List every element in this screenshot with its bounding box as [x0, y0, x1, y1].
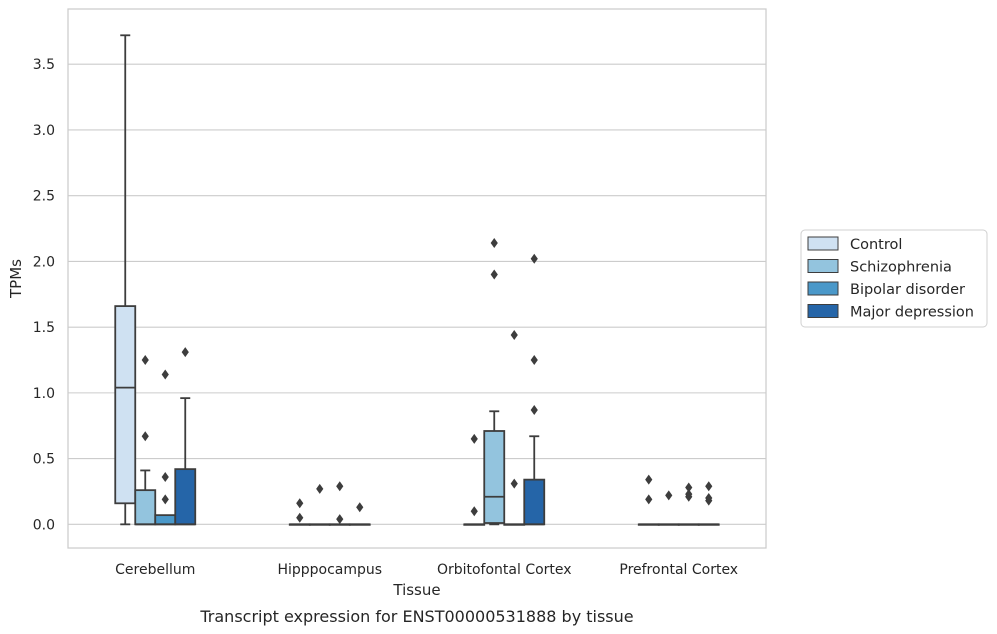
outlier-point — [490, 238, 498, 249]
outlier-point — [161, 472, 169, 483]
legend-label: Schizophrenia — [850, 260, 952, 276]
legend-item: Bipolar disorder — [807, 281, 965, 298]
outlier-point — [685, 482, 693, 493]
outlier-point — [490, 269, 498, 280]
y-tick-label: 0.5 — [33, 452, 55, 468]
box-1-1 — [308, 483, 331, 526]
box-1-0 — [288, 498, 311, 526]
outlier-point — [705, 481, 713, 492]
y-tick-label: 1.5 — [33, 320, 55, 336]
outlier-point — [336, 481, 344, 492]
y-tick-label: 2.0 — [33, 254, 55, 270]
outlier-point — [530, 355, 538, 366]
y-tick-label: 3.5 — [33, 57, 55, 73]
box-body — [114, 305, 137, 505]
box-body — [134, 489, 157, 526]
legend-label: Control — [850, 237, 902, 253]
outlier-point — [141, 431, 149, 442]
box-body — [174, 468, 197, 526]
outlier-point — [510, 330, 518, 341]
outlier-point — [530, 404, 538, 415]
outlier-point — [470, 433, 478, 444]
outlier-point — [645, 474, 653, 485]
outlier-point — [161, 494, 169, 505]
x-axis-label: Tissue — [392, 581, 440, 599]
legend-swatch — [807, 281, 839, 296]
outlier-point — [141, 355, 149, 366]
box-0-3 — [174, 347, 197, 526]
plot-area — [68, 9, 766, 548]
legend-label: Major depression — [850, 305, 974, 321]
figure-caption: Transcript expression for ENST0000053188… — [199, 607, 633, 626]
legend-swatch — [807, 304, 839, 318]
outlier-point — [470, 506, 478, 517]
outlier-point — [665, 490, 673, 501]
y-axis-label: TPMs — [7, 259, 25, 299]
y-tick-label: 0.0 — [33, 517, 55, 533]
box-body — [523, 478, 546, 526]
gridlines — [68, 63, 766, 525]
y-tick-labels: 0.0 0.5 1.0 1.5 2.0 2.5 3.0 3.5 — [33, 57, 55, 533]
outlier-point — [685, 489, 693, 500]
legend-swatch — [807, 259, 839, 273]
x-tick-label: Orbitofontal Cortex — [437, 562, 572, 578]
x-tick-label: Prefrontal Cortex — [619, 562, 738, 578]
x-tick-label: Hipppocampus — [277, 562, 382, 578]
legend-item: Major depression — [807, 304, 974, 321]
outlier-point — [705, 493, 713, 504]
legend-item: Control — [807, 236, 902, 253]
plot-frame — [67, 8, 767, 549]
box-0-1 — [134, 355, 157, 526]
outlier-point — [181, 347, 189, 358]
outlier-point — [530, 253, 538, 264]
outlier-point — [356, 502, 364, 513]
outlier-point — [161, 369, 169, 380]
y-tick-label: 1.0 — [33, 386, 55, 402]
box-2-3 — [523, 253, 546, 526]
box-3-3 — [697, 481, 720, 526]
boxes-layer — [114, 34, 720, 526]
legend-frame — [800, 229, 988, 328]
legend-item: Schizophrenia — [807, 259, 952, 276]
outlier-point — [316, 483, 324, 494]
x-tick-label: Cerebellum — [115, 562, 195, 578]
legend-label: Bipolar disorder — [850, 282, 965, 298]
box-2-0 — [463, 433, 486, 526]
outlier-point — [296, 498, 304, 509]
outlier-point — [645, 494, 653, 505]
box-body — [483, 430, 506, 524]
box-2-1 — [483, 238, 506, 526]
box-body — [154, 514, 177, 526]
box-1-3 — [348, 502, 371, 526]
box-0-0 — [114, 34, 137, 526]
x-tick-labels: Cerebellum Hipppocampus Orbitofontal Corte… — [115, 562, 738, 578]
legend: Control Schizophrenia Bipolar disorder Majo… — [800, 229, 988, 328]
outlier-point — [510, 478, 518, 489]
legend-swatch — [807, 236, 839, 251]
y-tick-label: 3.0 — [33, 123, 55, 139]
box-1-2 — [328, 481, 351, 526]
y-tick-label: 2.5 — [33, 189, 55, 205]
outlier-point — [336, 514, 344, 525]
outlier-point — [296, 512, 304, 523]
